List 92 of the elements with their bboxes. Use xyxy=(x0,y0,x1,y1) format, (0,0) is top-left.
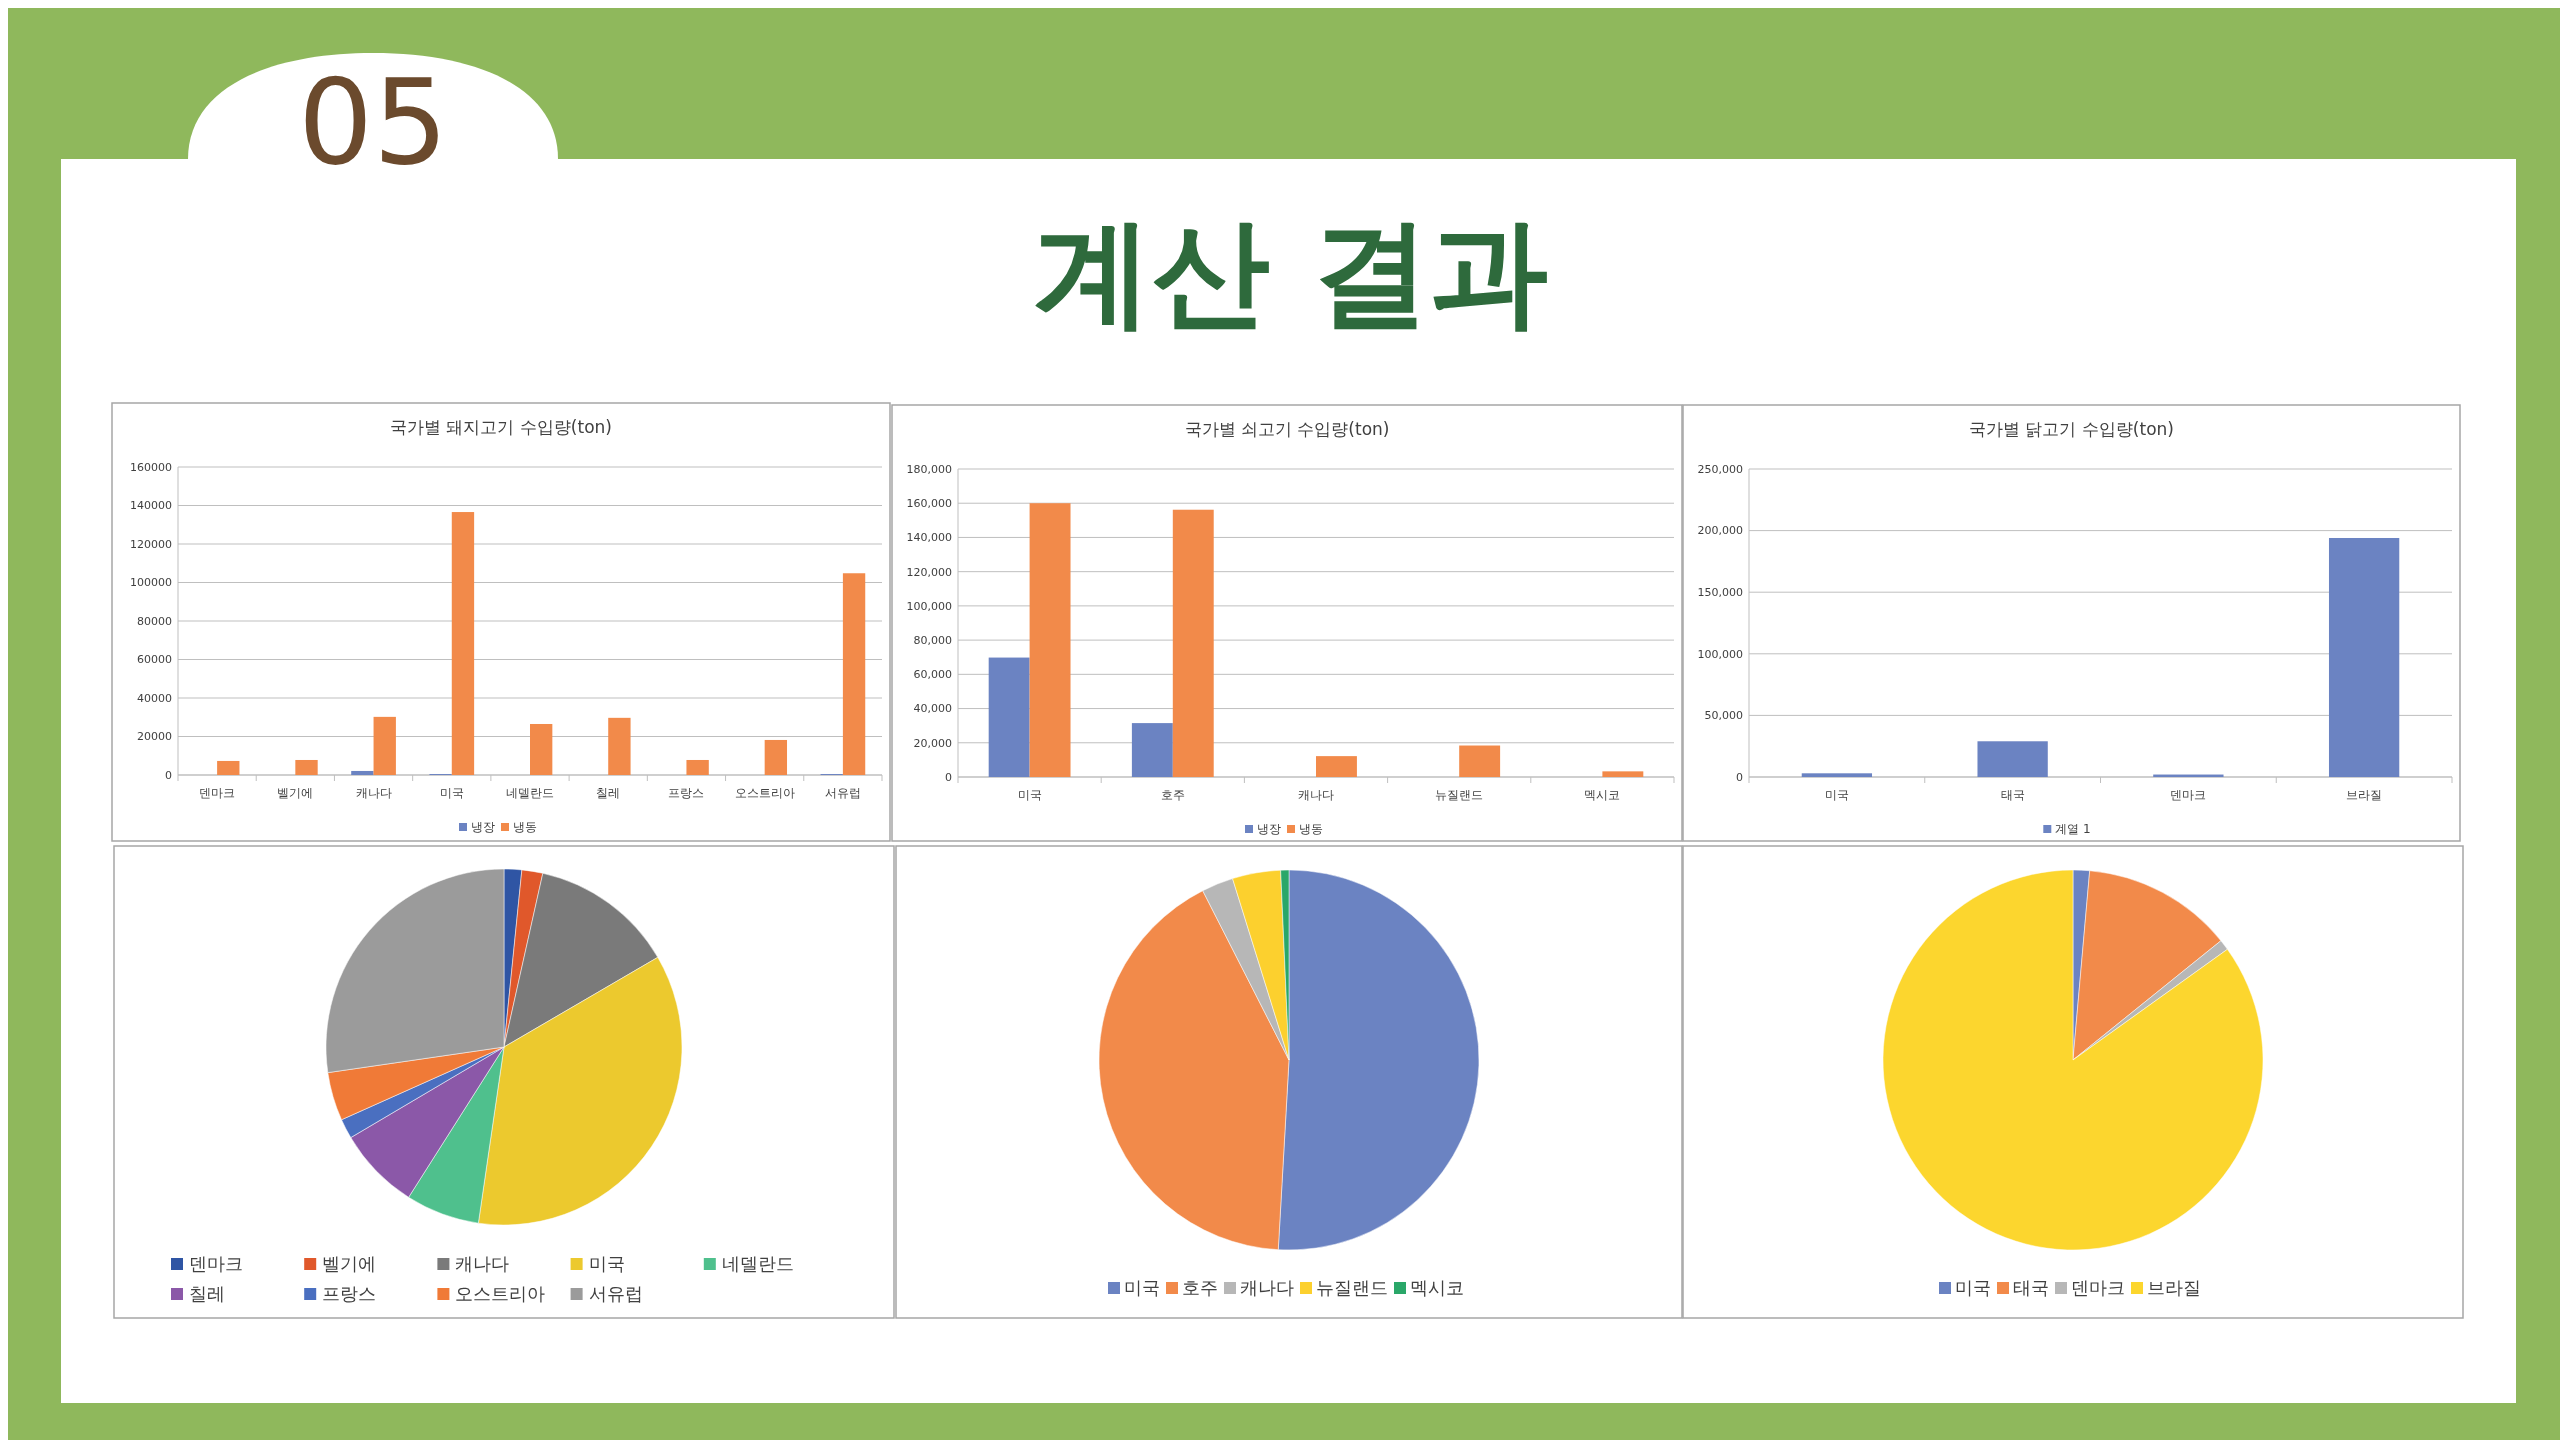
x-tick-label: 캐나다 xyxy=(355,786,392,800)
bar xyxy=(988,657,1030,777)
bar xyxy=(295,759,318,775)
x-tick-label: 칠레 xyxy=(596,786,621,800)
legend-label: 냉장 xyxy=(471,820,495,835)
y-tick-label: 100,000 xyxy=(1697,647,1743,661)
y-tick-label: 140000 xyxy=(130,499,172,513)
y-tick-label: 0 xyxy=(165,768,172,782)
legend-label: 네델란드 xyxy=(721,1253,794,1275)
legend-label: 덴마크 xyxy=(189,1253,243,1275)
chart-title: 국가별 쇠고기 수입량(ton) xyxy=(1184,419,1390,439)
bar xyxy=(1316,756,1357,777)
bar xyxy=(373,716,396,775)
legend-label: 프랑스 xyxy=(322,1283,377,1305)
bar xyxy=(608,717,631,775)
legend-label: 미국 xyxy=(588,1253,625,1275)
y-tick-label: 120000 xyxy=(130,537,172,551)
y-tick-label: 100000 xyxy=(130,576,172,590)
y-tick-label: 20000 xyxy=(137,730,172,744)
y-tick-label: 200,000 xyxy=(1697,524,1743,538)
x-tick-label: 덴마크 xyxy=(2170,788,2207,802)
legend-label: 멕시코 xyxy=(1410,1277,1464,1299)
bar xyxy=(1801,773,1873,777)
y-tick-label: 80000 xyxy=(137,614,172,628)
bar xyxy=(451,512,475,775)
y-tick-label: 250,000 xyxy=(1697,462,1743,476)
text: 계산 결과 xyxy=(1034,203,1548,341)
y-tick-label: 40000 xyxy=(137,691,172,705)
pie-slice xyxy=(1882,869,2264,1251)
bar xyxy=(351,770,374,775)
x-tick-label: 브라질 xyxy=(2346,788,2383,802)
bar xyxy=(530,723,553,775)
legend-label: 냉동 xyxy=(513,820,537,835)
bar xyxy=(1172,509,1214,777)
x-tick-label: 덴마크 xyxy=(199,786,236,800)
legend-label: 서유럽 xyxy=(588,1283,643,1305)
x-tick-label: 뉴질랜드 xyxy=(1435,788,1484,802)
legend-label: 냉동 xyxy=(1299,822,1323,837)
x-tick-label: 벨기에 xyxy=(277,786,314,800)
y-tick-label: 100,000 xyxy=(906,599,952,613)
y-tick-label: 140,000 xyxy=(906,531,952,545)
chart-title: 국가별 돼지고기 수입량(ton) xyxy=(390,417,612,437)
legend-label: 칠레 xyxy=(189,1283,225,1305)
legend-label: 미국 xyxy=(1124,1277,1160,1299)
y-tick-label: 40,000 xyxy=(913,702,952,716)
legend-label: 캐나다 xyxy=(455,1253,510,1275)
y-tick-label: 160,000 xyxy=(906,497,952,511)
bar xyxy=(1459,745,1501,777)
y-tick-label: 60,000 xyxy=(913,668,952,682)
bar xyxy=(686,759,709,775)
bar xyxy=(1029,503,1071,777)
x-tick-label: 오스트리아 xyxy=(734,786,795,800)
x-tick-label: 서유럽 xyxy=(824,786,861,800)
legend-label: 오스트리아 xyxy=(455,1283,546,1305)
bar xyxy=(217,760,240,775)
legend-label: 호주 xyxy=(1182,1277,1218,1299)
x-tick-label: 캐나다 xyxy=(1298,788,1334,802)
legend-label: 캐나다 xyxy=(1240,1277,1294,1299)
y-tick-label: 20,000 xyxy=(913,736,952,750)
y-tick-label: 120,000 xyxy=(906,565,952,579)
y-tick-label: 150,000 xyxy=(1697,586,1743,600)
x-tick-label: 미국 xyxy=(439,786,464,800)
legend-label: 덴마크 xyxy=(2071,1277,2125,1299)
y-tick-label: 0 xyxy=(945,770,952,784)
bar xyxy=(842,573,866,775)
legend-label: 태국 xyxy=(2013,1277,2049,1299)
legend-label: 뉴질랜드 xyxy=(1316,1277,1388,1299)
bar xyxy=(2328,537,2400,777)
y-tick-label: 0 xyxy=(1736,770,1743,784)
x-tick-label: 태국 xyxy=(2000,788,2025,802)
bar xyxy=(1131,723,1173,777)
y-tick-label: 180,000 xyxy=(906,462,952,476)
legend-label: 벨기에 xyxy=(322,1253,377,1275)
x-tick-label: 프랑스 xyxy=(668,786,705,800)
legend-label: 냉장 xyxy=(1257,822,1281,837)
x-tick-label: 멕시코 xyxy=(1584,788,1621,802)
x-tick-label: 미국 xyxy=(1824,788,1849,802)
text: 05 xyxy=(297,53,449,191)
bar xyxy=(764,739,788,775)
bar xyxy=(1602,771,1644,777)
y-tick-label: 50,000 xyxy=(1704,709,1743,723)
legend-label: 브라질 xyxy=(2147,1277,2201,1299)
x-tick-label: 미국 xyxy=(1017,788,1042,802)
y-tick-label: 60000 xyxy=(137,653,172,667)
y-tick-label: 160000 xyxy=(130,460,172,474)
y-tick-label: 80,000 xyxy=(913,633,952,647)
legend-label: 미국 xyxy=(1955,1277,1991,1299)
chart-title: 국가별 닭고기 수입량(ton) xyxy=(1969,419,2174,439)
legend-label: 계열 1 xyxy=(2055,822,2091,837)
bar xyxy=(1977,741,2048,777)
x-tick-label: 네델란드 xyxy=(506,786,554,800)
x-tick-label: 호주 xyxy=(1160,788,1185,802)
